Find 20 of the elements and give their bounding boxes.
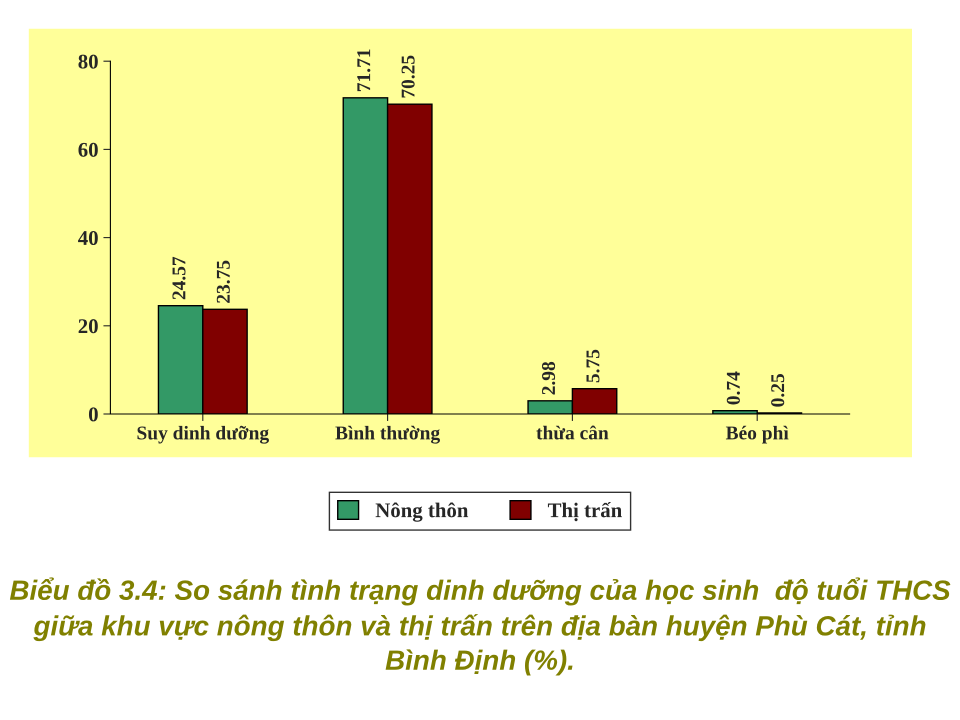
data-label: 5.75 (586, 350, 600, 382)
data-label: 2.98 (542, 362, 556, 394)
x-tick-label: Suy dinh dưỡng (137, 426, 269, 444)
y-tick-label: 40 (78, 230, 98, 246)
y-tick-label: 20 (78, 319, 98, 334)
data-label: 23.75 (216, 260, 230, 303)
x-tick-label: Bình thường (335, 426, 440, 444)
y-tick-label: 0 (88, 407, 98, 422)
y-tick-label: 60 (78, 142, 98, 157)
text: Biểu đồ 3.4: So sánh tình trạng dinh dưỡng của học sinh độ tuổi THCS giữa khu vực nông thôn và thị trấn trên địa bàn huyện Phù Cát, tỉnh Bình Định (%). (10, 577, 950, 676)
data-label: 71.71 (357, 49, 370, 92)
legend-label: Thị trấn (548, 502, 622, 522)
y-tick-label: 80 (78, 54, 98, 69)
data-label: 70.25 (402, 56, 415, 98)
legend-label: Nông thôn (376, 502, 468, 522)
x-tick-label: thừa cân (536, 426, 608, 440)
data-label: 0.25 (771, 374, 784, 407)
data-label: 0.74 (726, 372, 740, 404)
data-label: 24.57 (172, 256, 186, 300)
x-tick-label: Béo phì (726, 426, 789, 444)
